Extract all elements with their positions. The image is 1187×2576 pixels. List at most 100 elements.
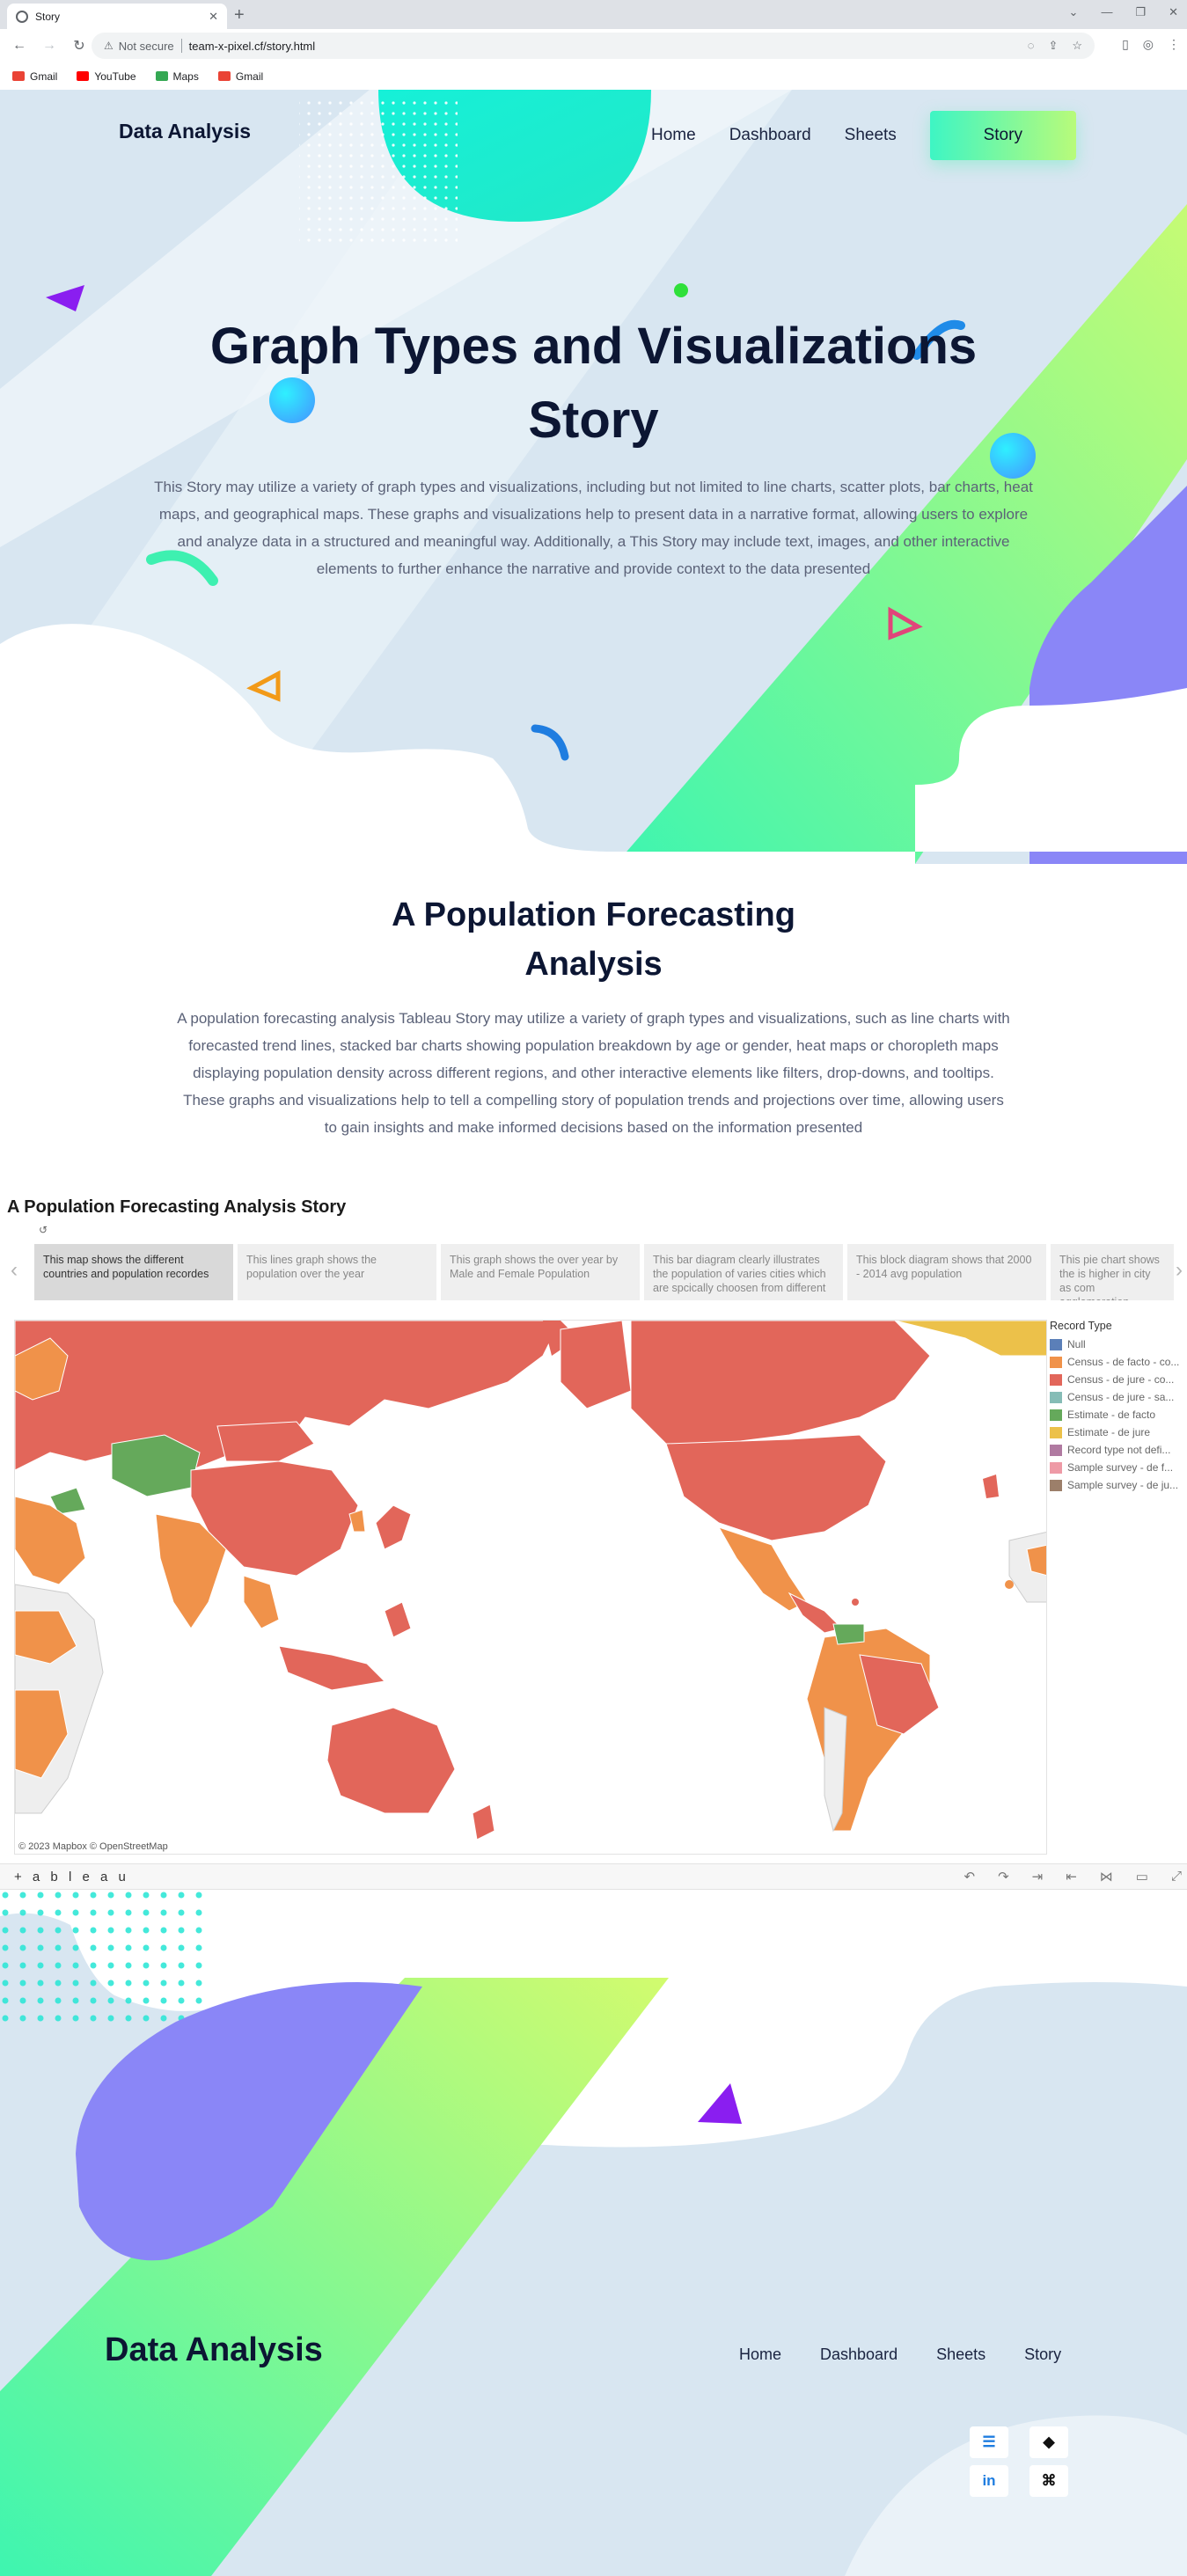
star-icon[interactable]: ☆ — [1072, 39, 1082, 52]
address-actions: ◌ ⇪ ☆ — [1028, 39, 1082, 53]
world-map[interactable]: © 2023 Mapbox © OpenStreetMap — [14, 1320, 1047, 1855]
tab-strip: Story ✕ + ⌄ — ❐ ✕ — [0, 0, 1187, 29]
address-url: team-x-pixel.cf/story.html — [188, 39, 316, 53]
web-page: Data Analysis Home Dashboard Sheets Stor… — [0, 90, 1187, 2576]
bookmarks-bar: Gmail YouTube Maps Gmail — [0, 62, 1187, 90]
legend-swatch — [1050, 1461, 1062, 1474]
menu-social-icon[interactable]: ☰ — [970, 2426, 1008, 2458]
restore-icon[interactable]: ❐ — [1135, 5, 1147, 18]
story-point-2[interactable]: This lines graph shows the population ov… — [238, 1244, 436, 1300]
share-icon[interactable]: ⋈ — [1099, 1870, 1113, 1884]
pause-icon[interactable]: ⇤ — [1066, 1870, 1077, 1884]
gmail-icon — [217, 71, 231, 81]
story-points-navigator: ‹ This map shows the different countries… — [0, 1240, 1187, 1300]
legend-swatch — [1050, 1479, 1062, 1491]
story-point-4[interactable]: This bar diagram clearly illustrates the… — [644, 1244, 843, 1300]
tableau-logo[interactable]: + a b l e a u — [14, 1870, 129, 1884]
bookmark-maps[interactable]: Maps — [155, 70, 199, 83]
footer-nav: Home Dashboard Sheets Story — [739, 2345, 1061, 2364]
tableau-toolbar: + a b l e a u ↶ ↷ ⇥ ⇤ ⋈ ▭ ⤢ — [0, 1863, 1187, 1890]
chevron-left-icon[interactable]: ‹ — [11, 1258, 18, 1282]
legend-item[interactable]: Census - de jure - co... — [1050, 1371, 1187, 1388]
footer-nav-dashboard[interactable]: Dashboard — [820, 2345, 898, 2363]
site-logo[interactable]: Data Analysis — [119, 120, 251, 143]
reload-icon[interactable]: ↻ — [73, 39, 85, 54]
hero-title-line1: Graph Types and Visualizations — [209, 318, 978, 375]
extension-icons: ▯ ◎ ⋮ — [1122, 37, 1180, 52]
legend-item[interactable]: Census - de facto - co... — [1050, 1353, 1187, 1371]
story-point-3[interactable]: This graph shows the over year by Male a… — [441, 1244, 640, 1300]
bookmark-youtube[interactable]: YouTube — [77, 70, 136, 83]
menu-icon[interactable]: ⋮ — [1168, 37, 1180, 51]
legend-item[interactable]: Null — [1050, 1336, 1187, 1353]
undo-icon[interactable]: ↺ — [39, 1224, 48, 1236]
profile-icon[interactable]: ◎ — [1142, 37, 1154, 51]
eye-off-icon[interactable]: ◌ — [1027, 39, 1035, 52]
section-title-line1: A Population Forecasting — [392, 896, 795, 933]
undo-button-icon[interactable]: ↶ — [964, 1870, 976, 1884]
legend-swatch — [1050, 1338, 1062, 1350]
new-tab-button[interactable]: + — [234, 5, 245, 25]
minimize-icon[interactable]: — — [1101, 5, 1113, 18]
warning-icon: ⚠ — [104, 40, 114, 52]
bookmark-gmail[interactable]: Gmail — [12, 70, 57, 83]
sidebar-icon[interactable]: ▯ — [1122, 37, 1129, 51]
comment-icon[interactable]: ▭ — [1135, 1870, 1148, 1884]
window-controls: ⌄ — ❐ ✕ — [1069, 5, 1178, 19]
nav-story-button[interactable]: Story — [929, 111, 1076, 160]
footer-background — [0, 1890, 1187, 2576]
footer-nav-sheets[interactable]: Sheets — [936, 2345, 986, 2363]
chevron-right-icon[interactable]: › — [1176, 1258, 1183, 1282]
browser-tab[interactable]: Story ✕ — [7, 4, 227, 29]
nav-sheets[interactable]: Sheets — [844, 126, 897, 144]
section-description: A population forecasting analysis Tablea… — [177, 1010, 1010, 1136]
gmail-icon — [12, 71, 25, 81]
story-point-5[interactable]: This block diagram shows that 2000 - 201… — [847, 1244, 1046, 1300]
bookmark-gmail-2[interactable]: Gmail — [217, 70, 263, 83]
security-status: Not secure — [118, 39, 174, 53]
legend-item[interactable]: Estimate - de facto — [1050, 1406, 1187, 1423]
legend-swatch — [1050, 1409, 1062, 1421]
hero-title-line2: Story — [528, 392, 659, 449]
maps-icon — [155, 71, 168, 81]
tab-search-icon[interactable]: ⌄ — [1068, 5, 1079, 18]
legend-item[interactable]: Record type not defi... — [1050, 1441, 1187, 1459]
legend-swatch — [1050, 1356, 1062, 1368]
legend-item[interactable]: Sample survey - de ju... — [1050, 1476, 1187, 1494]
close-icon[interactable]: ✕ — [209, 9, 218, 23]
story-point-1[interactable]: This map shows the different countries a… — [34, 1244, 233, 1300]
browser-toolbar: ← → ↻ ⚠ Not secure team-x-pixel.cf/story… — [0, 29, 1187, 62]
footer-nav-story[interactable]: Story — [1024, 2345, 1062, 2363]
redo-button-icon[interactable]: ↷ — [998, 1870, 1009, 1884]
hero-title: Graph Types and Visualizations Story — [0, 310, 1187, 457]
nav-home[interactable]: Home — [651, 126, 696, 144]
main-nav: Home Dashboard Sheets Story — [651, 111, 1076, 160]
close-window-icon[interactable]: ✕ — [1169, 5, 1178, 18]
share-icon[interactable]: ⇪ — [1048, 39, 1059, 52]
map-attribution[interactable]: © 2023 Mapbox © OpenStreetMap — [18, 1841, 168, 1852]
section-title-line2: Analysis — [524, 946, 663, 983]
address-bar[interactable]: ⚠ Not secure team-x-pixel.cf/story.html … — [92, 33, 1095, 59]
legend-title: Record Type — [1050, 1320, 1112, 1332]
legend-item[interactable]: Estimate - de jure — [1050, 1423, 1187, 1441]
legend-swatch — [1050, 1391, 1062, 1403]
tableau-story-title: A Population Forecasting Analysis Story — [7, 1197, 347, 1217]
fullscreen-icon[interactable]: ⤢ — [1170, 1869, 1182, 1884]
back-icon[interactable]: ← — [12, 38, 26, 53]
nav-dashboard[interactable]: Dashboard — [729, 126, 811, 144]
linkedin-icon[interactable]: in — [970, 2465, 1008, 2497]
github-icon[interactable]: ⌘ — [1029, 2465, 1068, 2497]
legend-item[interactable]: Sample survey - de f... — [1050, 1459, 1187, 1476]
hero-description: This Story may utilize a variety of grap… — [154, 479, 1033, 577]
forward-icon[interactable]: → — [42, 38, 56, 53]
footer-nav-home[interactable]: Home — [739, 2345, 782, 2363]
legend-item[interactable]: Census - de jure - sa... — [1050, 1388, 1187, 1406]
section-title: A Population Forecasting Analysis — [0, 890, 1187, 989]
badge-social-icon[interactable]: ◆ — [1029, 2426, 1068, 2458]
footer-logo[interactable]: Data Analysis — [105, 2331, 323, 2368]
legend-swatch — [1050, 1373, 1062, 1386]
story-point-6[interactable]: This pie chart shows the is higher in ci… — [1051, 1244, 1174, 1300]
map-canvas — [15, 1321, 1046, 1841]
legend-swatch — [1050, 1444, 1062, 1456]
revert-icon[interactable]: ⇥ — [1031, 1870, 1044, 1884]
